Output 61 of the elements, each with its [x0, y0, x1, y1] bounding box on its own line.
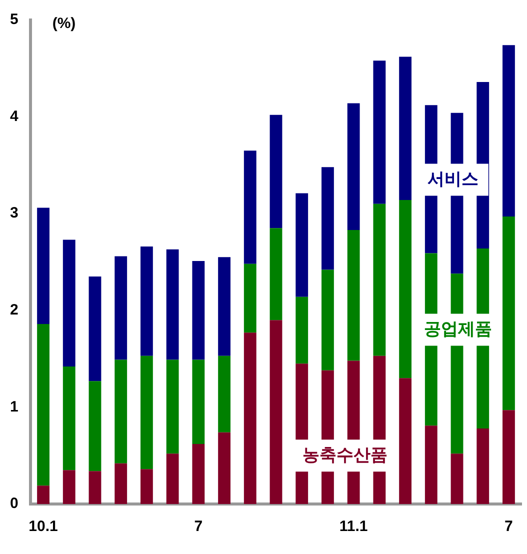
bar	[114, 256, 128, 360]
bar	[296, 193, 308, 297]
bar	[88, 276, 102, 382]
bar	[114, 360, 128, 464]
bar	[373, 204, 386, 356]
bar	[373, 60, 386, 204]
bar	[114, 463, 128, 504]
y-tick-label: 1	[10, 398, 18, 416]
bar	[166, 249, 179, 360]
series-label: 서비스	[427, 169, 478, 188]
bar	[244, 150, 256, 264]
bar	[192, 261, 205, 360]
x-tick-label: 7	[504, 518, 513, 536]
bar	[140, 356, 153, 470]
bar	[502, 216, 515, 410]
bar	[218, 432, 230, 504]
bar	[218, 257, 230, 356]
bar	[62, 470, 76, 504]
bar	[347, 103, 360, 230]
y-tick-label: 2	[10, 302, 18, 319]
bar	[62, 366, 76, 470]
y-tick-label: 3	[10, 204, 18, 222]
bar	[347, 230, 360, 361]
y-tick-label: 5	[10, 11, 18, 28]
bar	[88, 381, 102, 472]
bar	[37, 208, 50, 324]
bar	[296, 296, 308, 364]
x-tick-label: 10.1	[28, 518, 58, 536]
bar	[424, 426, 438, 504]
bar	[270, 228, 282, 320]
y-axis-title: (%)	[52, 15, 76, 32]
bar	[37, 486, 50, 504]
bar	[322, 167, 334, 270]
bar	[192, 360, 205, 444]
bar	[244, 264, 256, 333]
bar	[476, 428, 490, 504]
bar	[502, 45, 515, 217]
bar	[399, 378, 412, 504]
bar	[399, 56, 412, 200]
bar	[166, 454, 179, 504]
x-tick-label: 7	[194, 518, 203, 536]
bar	[140, 469, 153, 504]
bar	[270, 114, 282, 228]
bar	[140, 246, 153, 356]
bar	[502, 410, 515, 504]
bar	[37, 324, 50, 486]
bar	[399, 200, 412, 378]
bar	[218, 356, 230, 432]
bar	[270, 320, 282, 504]
bar	[88, 471, 102, 504]
bar	[166, 360, 179, 454]
y-tick-label: 0	[10, 495, 18, 512]
bar	[244, 332, 256, 504]
bar	[192, 444, 205, 504]
series-label: 공업제품	[424, 319, 492, 338]
y-tick-label: 4	[10, 108, 19, 125]
bar	[62, 240, 76, 367]
bar	[322, 270, 334, 370]
bar	[450, 454, 464, 504]
series-label: 농축수산품	[302, 445, 388, 464]
x-tick-label: 11.1	[339, 518, 368, 536]
